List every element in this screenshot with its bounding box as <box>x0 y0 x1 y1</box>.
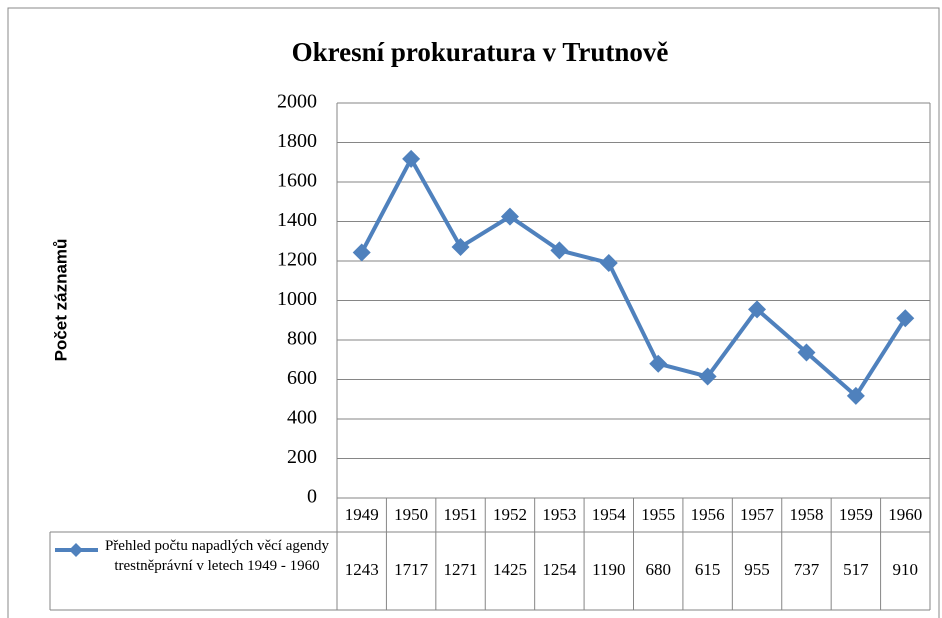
x-tick-label: 1956 <box>691 505 725 524</box>
marker <box>451 237 470 256</box>
chart-title: Okresní prokuratura v Trutnově <box>292 37 669 67</box>
x-tick-label: 1949 <box>345 505 379 524</box>
marker <box>748 300 767 319</box>
x-tick-label: 1954 <box>592 505 627 524</box>
x-tick-label: 1955 <box>641 505 675 524</box>
x-tick-label: 1950 <box>394 505 428 524</box>
table-value: 1243 <box>345 560 379 579</box>
marker <box>352 243 371 262</box>
chart-frame <box>7 7 940 618</box>
marker <box>797 343 816 362</box>
table-value: 1425 <box>493 560 527 579</box>
x-tick-label: 1960 <box>888 505 922 524</box>
table-value: 1190 <box>592 560 625 579</box>
x-tick-label: 1951 <box>444 505 478 524</box>
x-tick-label: 1952 <box>493 505 527 524</box>
table-value: 1254 <box>542 560 577 579</box>
y-tick-label: 2000 <box>277 91 317 113</box>
y-tick-label: 800 <box>287 328 317 350</box>
marker <box>402 149 421 168</box>
marker <box>599 253 618 272</box>
y-tick-label: 400 <box>287 407 317 429</box>
x-tick-label: 1959 <box>839 505 873 524</box>
marker <box>846 386 865 405</box>
y-tick-label: 0 <box>307 486 317 508</box>
y-tick-label: 200 <box>287 446 317 468</box>
table-value: 517 <box>843 560 869 579</box>
marker <box>500 207 519 226</box>
x-tick-label: 1958 <box>789 505 823 524</box>
table-value: 615 <box>695 560 721 579</box>
x-tick-label: 1957 <box>740 505 775 524</box>
marker <box>698 367 717 386</box>
table-value: 737 <box>794 560 820 579</box>
table-value: 1717 <box>394 560 429 579</box>
series-line <box>359 154 907 399</box>
marker <box>550 241 569 260</box>
marker <box>649 354 668 373</box>
y-tick-label: 1000 <box>277 288 317 310</box>
y-tick-label: 1200 <box>277 249 317 271</box>
x-tick-label: 1953 <box>542 505 576 524</box>
table-value: 955 <box>744 560 770 579</box>
table-value: 910 <box>893 560 919 579</box>
legend-marker <box>69 543 83 557</box>
y-tick-label: 600 <box>287 367 317 389</box>
y-tick-label: 1800 <box>277 130 317 152</box>
table-value: 680 <box>645 560 671 579</box>
legend-label: Přehled počtu napadlých věcí agendy tres… <box>104 538 330 574</box>
y-axis-label: Počet záznamů <box>51 239 70 362</box>
y-tick-label: 1400 <box>277 209 317 231</box>
table-value: 1271 <box>444 560 478 579</box>
y-tick-label: 1600 <box>277 170 317 192</box>
marker <box>896 309 915 328</box>
